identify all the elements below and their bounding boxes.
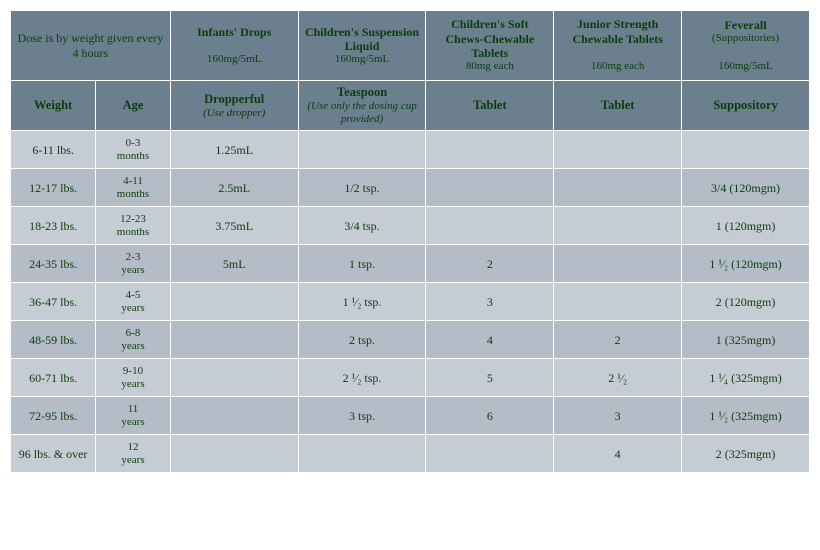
product-2: Children's Soft Chews-Chewable Tablets 8…: [426, 11, 554, 81]
cell-dose: 6: [426, 397, 554, 435]
cell-age: 2-3years: [96, 245, 171, 283]
header-row-forms: Weight Age Dropperful (Use dropper) Teas…: [11, 81, 810, 131]
cell-dose: [554, 245, 682, 283]
cell-dose: [426, 169, 554, 207]
header-note-cell: Dose is by weight given every 4 hours: [11, 11, 171, 81]
cell-dose: 2 ¹⁄₂ tsp.: [298, 359, 426, 397]
cell-dose: 2 ¹⁄₂: [554, 359, 682, 397]
cell-dose: [426, 131, 554, 169]
table-body: 6-11 lbs.0-3months1.25mL12-17 lbs.4-11mo…: [11, 131, 810, 473]
cell-dose: [554, 283, 682, 321]
cell-dose: 2: [426, 245, 554, 283]
cell-dose: 4: [554, 435, 682, 473]
cell-age: 4-11months: [96, 169, 171, 207]
cell-dose: 1 ¹⁄₄ (325mgm): [682, 359, 810, 397]
table-header: Dose is by weight given every 4 hours In…: [11, 11, 810, 131]
cell-dose: 3/4 tsp.: [298, 207, 426, 245]
cell-dose: 1 (325mgm): [682, 321, 810, 359]
dosage-table-container: Dose is by weight given every 4 hours In…: [10, 10, 810, 473]
cell-age: 0-3months: [96, 131, 171, 169]
cell-dose: 2 (325mgm): [682, 435, 810, 473]
cell-age: 12years: [96, 435, 171, 473]
cell-dose: 3.75mL: [170, 207, 298, 245]
table-row: 60-71 lbs.9-10years 2 ¹⁄₂ tsp.52 ¹⁄₂1 ¹⁄₄…: [11, 359, 810, 397]
table-row: 6-11 lbs.0-3months1.25mL: [11, 131, 810, 169]
product-4: Feverall (Suppositories) 160mg/5mL: [682, 11, 810, 81]
cell-dose: [554, 131, 682, 169]
dosage-table: Dose is by weight given every 4 hours In…: [10, 10, 810, 473]
header-note: Dose is by weight given every 4 hours: [18, 31, 164, 59]
product-3: Junior Strength Chewable Tablets 160mg e…: [554, 11, 682, 81]
cell-dose: 1 ¹⁄₂ (325mgm): [682, 397, 810, 435]
cell-weight: 6-11 lbs.: [11, 131, 96, 169]
col-weight: Weight: [11, 81, 96, 131]
cell-age: 12-23months: [96, 207, 171, 245]
table-row: 72-95 lbs.11years 3 tsp.631 ¹⁄₂ (325mgm): [11, 397, 810, 435]
cell-weight: 96 lbs. & over: [11, 435, 96, 473]
col-age: Age: [96, 81, 171, 131]
cell-weight: 24-35 lbs.: [11, 245, 96, 283]
product-0: Infants' Drops 160mg/5mL: [170, 11, 298, 81]
cell-dose: 2: [554, 321, 682, 359]
col-suppository: Suppository: [682, 81, 810, 131]
cell-age: 9-10years: [96, 359, 171, 397]
cell-dose: 3 tsp.: [298, 397, 426, 435]
table-row: 48-59 lbs.6-8years 2 tsp.421 (325mgm): [11, 321, 810, 359]
cell-dose: [170, 397, 298, 435]
cell-dose: [554, 207, 682, 245]
cell-dose: 1 ¹⁄₂ (120mgm): [682, 245, 810, 283]
cell-dose: 1/2 tsp.: [298, 169, 426, 207]
cell-dose: 4: [426, 321, 554, 359]
cell-dose: [170, 435, 298, 473]
cell-weight: 48-59 lbs.: [11, 321, 96, 359]
cell-dose: 3: [426, 283, 554, 321]
cell-dose: 3: [554, 397, 682, 435]
cell-dose: 2 tsp.: [298, 321, 426, 359]
cell-dose: [298, 435, 426, 473]
col-tablet-junior: Tablet: [554, 81, 682, 131]
cell-weight: 60-71 lbs.: [11, 359, 96, 397]
cell-weight: 12-17 lbs.: [11, 169, 96, 207]
cell-dose: [170, 359, 298, 397]
cell-dose: [426, 435, 554, 473]
cell-dose: 1 (120mgm): [682, 207, 810, 245]
cell-age: 4-5years: [96, 283, 171, 321]
cell-dose: 1 ¹⁄₂ tsp.: [298, 283, 426, 321]
header-row-products: Dose is by weight given every 4 hours In…: [11, 11, 810, 81]
table-row: 96 lbs. & over12years 42 (325mgm): [11, 435, 810, 473]
cell-weight: 18-23 lbs.: [11, 207, 96, 245]
cell-weight: 36-47 lbs.: [11, 283, 96, 321]
cell-dose: [554, 169, 682, 207]
cell-dose: [170, 321, 298, 359]
col-tablet-soft: Tablet: [426, 81, 554, 131]
cell-dose: 5: [426, 359, 554, 397]
cell-weight: 72-95 lbs.: [11, 397, 96, 435]
table-row: 12-17 lbs.4-11months2.5mL1/2 tsp. 3/4 (12…: [11, 169, 810, 207]
cell-dose: [298, 131, 426, 169]
table-row: 36-47 lbs.4-5years 1 ¹⁄₂ tsp.3 2 (120mgm): [11, 283, 810, 321]
cell-dose: [170, 283, 298, 321]
table-row: 24-35 lbs.2-3years5mL1 tsp.2 1 ¹⁄₂ (120mg…: [11, 245, 810, 283]
cell-dose: 5mL: [170, 245, 298, 283]
table-row: 18-23 lbs.12-23months3.75mL3/4 tsp. 1 (12…: [11, 207, 810, 245]
cell-dose: 3/4 (120mgm): [682, 169, 810, 207]
cell-dose: 2.5mL: [170, 169, 298, 207]
cell-dose: [426, 207, 554, 245]
cell-dose: 1 tsp.: [298, 245, 426, 283]
cell-dose: 1.25mL: [170, 131, 298, 169]
product-1: Children's Suspension Liquid 160mg/5mL: [298, 11, 426, 81]
col-dropperful: Dropperful (Use dropper): [170, 81, 298, 131]
cell-age: 11years: [96, 397, 171, 435]
cell-age: 6-8years: [96, 321, 171, 359]
col-teaspoon: Teaspoon (Use only the dosing cup provid…: [298, 81, 426, 131]
cell-dose: [682, 131, 810, 169]
cell-dose: 2 (120mgm): [682, 283, 810, 321]
